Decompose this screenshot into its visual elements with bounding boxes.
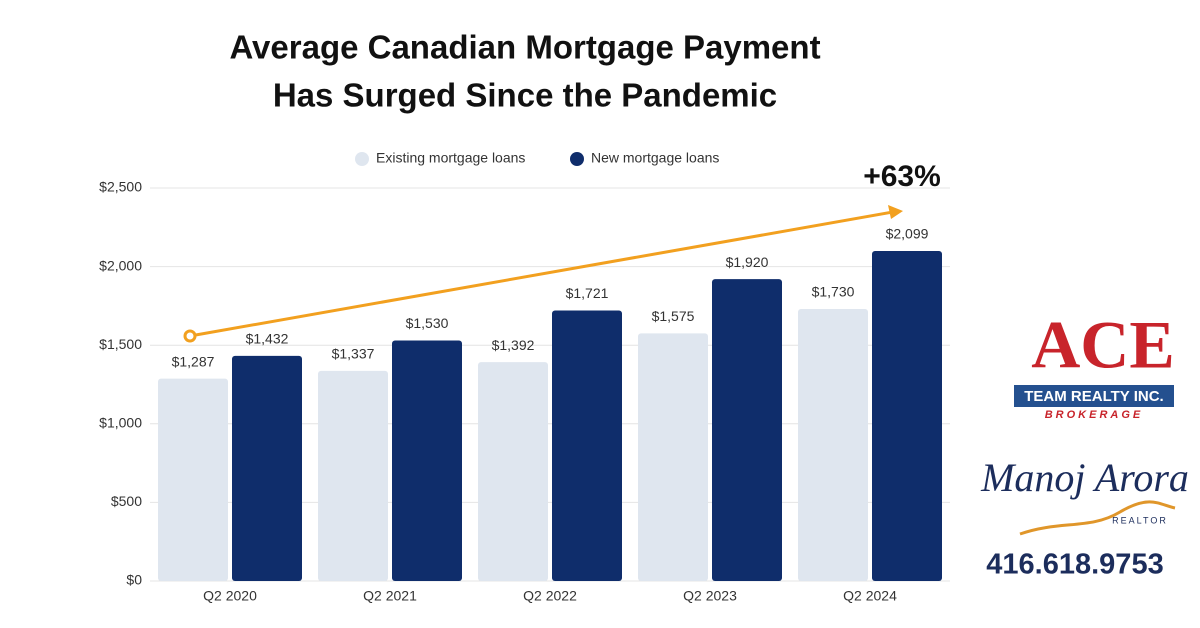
agent-role: REALTOR [1112, 515, 1168, 525]
value-label: $1,721 [566, 285, 609, 301]
x-tick-label: Q2 2022 [523, 588, 577, 604]
legend-marker [355, 152, 369, 166]
bar [392, 340, 462, 581]
bar [872, 251, 942, 581]
chart-title: Average Canadian Mortgage Payment [229, 29, 820, 66]
logo-text: ACE [1031, 307, 1175, 383]
trend-arrow [183, 205, 903, 343]
x-tick-label: Q2 2023 [683, 588, 737, 604]
arrow-start [183, 329, 197, 343]
value-label: $1,730 [812, 284, 855, 300]
legend-marker [570, 152, 584, 166]
agent-name: Manoj Arora [980, 455, 1189, 500]
plot: $0 $500 $1,000 $1,500 $2,000 $2,500 Existing m… [99, 150, 950, 604]
brand-logo: ACE TEAM REALTY INC. BROKERAGE Manoj Aro… [980, 307, 1189, 581]
arrow-head [888, 205, 903, 219]
value-label: $1,575 [652, 308, 695, 324]
bar [232, 355, 302, 581]
bar [552, 310, 622, 581]
annotation: +63% [863, 160, 941, 193]
bar [712, 279, 782, 581]
x-tick-label: Q2 2024 [843, 588, 897, 604]
y-tick-label: $1,000 [99, 415, 142, 431]
chart-title: Has Surged Since the Pandemic [273, 77, 777, 114]
legend-label: Existing mortgage loans [376, 150, 525, 166]
value-label: $2,099 [886, 226, 929, 242]
value-label: $1,432 [246, 331, 289, 347]
value-label: $1,392 [492, 337, 535, 353]
logo-band [1014, 385, 1174, 407]
y-tick-label: $2,500 [99, 179, 142, 195]
phone: 416.618.9753 [986, 549, 1163, 581]
bar [158, 378, 228, 581]
y-tick-label: $0 [126, 572, 142, 588]
trend-line [189, 210, 894, 338]
signature-swoosh [1019, 500, 1176, 536]
y-tick-label: $500 [111, 493, 142, 509]
value-label: $1,287 [172, 353, 215, 369]
y-tick-label: $1,500 [99, 336, 142, 352]
company-name: TEAM REALTY INC. [1024, 388, 1163, 405]
division: BROKERAGE [1045, 409, 1144, 421]
y-tick-label: $2,000 [99, 257, 142, 273]
bar [478, 362, 548, 581]
bar [638, 333, 708, 581]
x-tick-label: Q2 2021 [363, 588, 417, 604]
value-label: $1,920 [726, 254, 769, 270]
value-label: $1,530 [406, 315, 449, 331]
bar [318, 370, 388, 581]
legend-label: New mortgage loans [591, 150, 719, 166]
bar [798, 309, 868, 581]
value-label: $1,337 [332, 346, 375, 362]
x-tick-label: Q2 2020 [203, 588, 257, 604]
